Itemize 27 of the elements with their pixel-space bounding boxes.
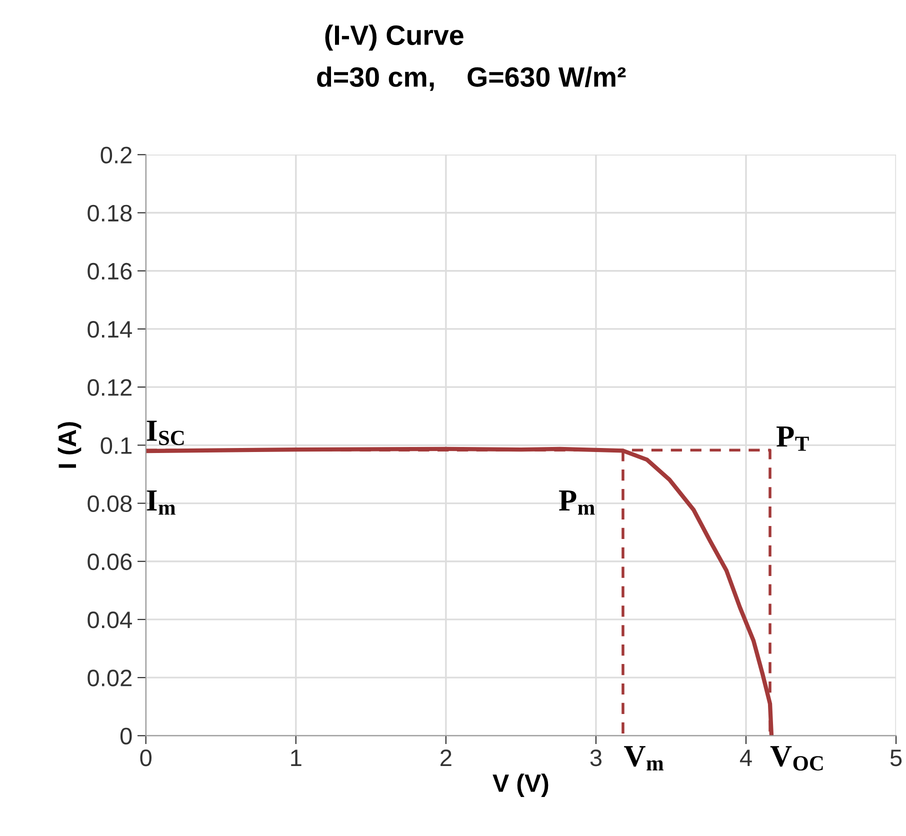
y-tick-label: 0.16 — [88, 262, 132, 280]
x-axis-title: V (V) — [492, 774, 548, 797]
x-tick-label: 2 — [440, 750, 452, 766]
x-tick-label: 3 — [590, 750, 602, 766]
y-tick-label: 0.08 — [88, 495, 132, 512]
y-tick-label: 0.06 — [88, 553, 132, 570]
y-tick-label: 0.1 — [100, 437, 132, 454]
text: V$_{OC}$ — [770, 746, 823, 771]
y-tick-label: 0 — [120, 728, 132, 744]
chart-title: (I-V) Curve — [325, 24, 464, 51]
annotation: I$_{SC}$ — [146, 420, 184, 446]
y-tick-label: 0.2 — [100, 146, 132, 164]
y-tick-label: 0.18 — [88, 204, 132, 222]
y-tick-label: 0.04 — [88, 612, 132, 628]
chart-subtitle: d=30 cm, G=630 W/m² — [317, 66, 626, 91]
x-tick-label: 1 — [291, 750, 302, 766]
x-tick-label: 0 — [140, 750, 152, 766]
text: V$_{m}$ — [624, 746, 664, 770]
annotation: P$_{m}$ — [558, 490, 595, 515]
annotation: I$_{m}$ — [146, 490, 176, 515]
y-tick-label: 0.02 — [88, 670, 132, 686]
x-tick-label: 5 — [890, 750, 902, 766]
y-tick-label: 0.14 — [88, 321, 132, 338]
y-axis-title: I (A) — [58, 422, 82, 468]
y-tick-label: 0.12 — [88, 379, 132, 396]
annotation: P$_{T}$ — [776, 426, 809, 451]
x-tick-label: 4 — [740, 750, 752, 766]
